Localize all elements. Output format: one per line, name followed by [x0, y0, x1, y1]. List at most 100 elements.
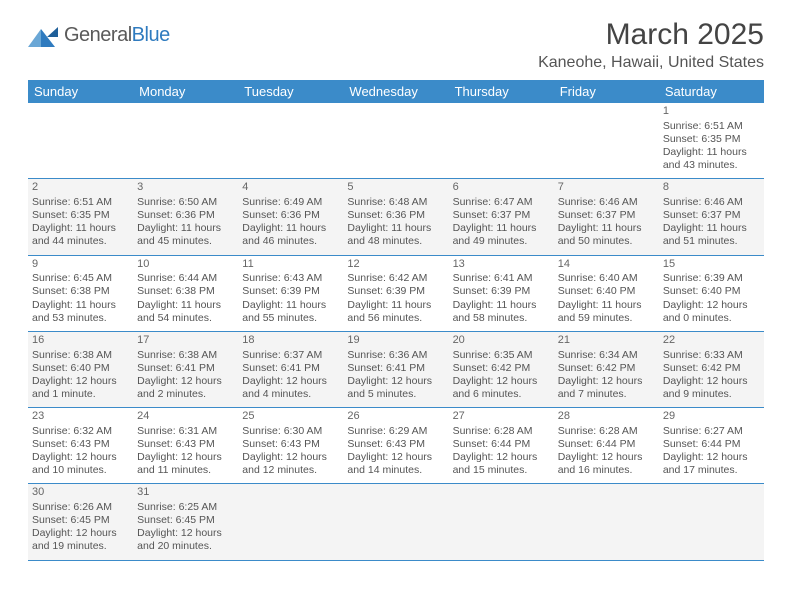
day-number: 26	[347, 410, 444, 424]
calendar-day-cell: 12Sunrise: 6:42 AMSunset: 6:39 PMDayligh…	[343, 255, 448, 331]
calendar-week-row: 2Sunrise: 6:51 AMSunset: 6:35 PMDaylight…	[28, 179, 764, 255]
calendar-day-cell: 19Sunrise: 6:36 AMSunset: 6:41 PMDayligh…	[343, 331, 448, 407]
sunrise-text: Sunrise: 6:29 AM	[347, 425, 444, 438]
day-number: 22	[663, 334, 760, 348]
location-subtitle: Kaneohe, Hawaii, United States	[538, 54, 764, 72]
day-number: 29	[663, 410, 760, 424]
calendar-day-cell: 16Sunrise: 6:38 AMSunset: 6:40 PMDayligh…	[28, 331, 133, 407]
daylight-text: Daylight: 12 hours and 10 minutes.	[32, 451, 129, 477]
day-number: 15	[663, 258, 760, 272]
daylight-text: Daylight: 11 hours and 43 minutes.	[663, 146, 760, 172]
day-number: 11	[242, 258, 339, 272]
sunset-text: Sunset: 6:40 PM	[558, 285, 655, 298]
sunset-text: Sunset: 6:44 PM	[558, 438, 655, 451]
title-block: March 2025 Kaneohe, Hawaii, United State…	[538, 18, 764, 72]
daylight-text: Daylight: 12 hours and 20 minutes.	[137, 527, 234, 553]
sunrise-text: Sunrise: 6:34 AM	[558, 349, 655, 362]
day-number: 19	[347, 334, 444, 348]
daylight-text: Daylight: 12 hours and 5 minutes.	[347, 375, 444, 401]
sunset-text: Sunset: 6:45 PM	[137, 514, 234, 527]
sunrise-text: Sunrise: 6:46 AM	[663, 196, 760, 209]
day-number: 20	[453, 334, 550, 348]
calendar-day-cell: 9Sunrise: 6:45 AMSunset: 6:38 PMDaylight…	[28, 255, 133, 331]
day-number: 30	[32, 486, 129, 500]
sunrise-text: Sunrise: 6:26 AM	[32, 501, 129, 514]
daylight-text: Daylight: 12 hours and 19 minutes.	[32, 527, 129, 553]
calendar-day-cell: 1Sunrise: 6:51 AMSunset: 6:35 PMDaylight…	[659, 103, 764, 179]
brand-logo: GeneralBlue	[28, 24, 170, 47]
calendar-day-cell: 11Sunrise: 6:43 AMSunset: 6:39 PMDayligh…	[238, 255, 343, 331]
sunset-text: Sunset: 6:39 PM	[347, 285, 444, 298]
calendar-day-cell: 4Sunrise: 6:49 AMSunset: 6:36 PMDaylight…	[238, 179, 343, 255]
sunset-text: Sunset: 6:40 PM	[663, 285, 760, 298]
weekday-header: Thursday	[449, 80, 554, 103]
sunset-text: Sunset: 6:37 PM	[663, 209, 760, 222]
day-number: 16	[32, 334, 129, 348]
daylight-text: Daylight: 12 hours and 11 minutes.	[137, 451, 234, 477]
sunrise-text: Sunrise: 6:27 AM	[663, 425, 760, 438]
sunset-text: Sunset: 6:43 PM	[137, 438, 234, 451]
calendar-day-cell: 13Sunrise: 6:41 AMSunset: 6:39 PMDayligh…	[449, 255, 554, 331]
daylight-text: Daylight: 12 hours and 4 minutes.	[242, 375, 339, 401]
calendar-day-cell: 14Sunrise: 6:40 AMSunset: 6:40 PMDayligh…	[554, 255, 659, 331]
sunrise-text: Sunrise: 6:38 AM	[137, 349, 234, 362]
day-number: 13	[453, 258, 550, 272]
sunrise-text: Sunrise: 6:39 AM	[663, 272, 760, 285]
calendar-day-cell	[133, 103, 238, 179]
sunrise-text: Sunrise: 6:46 AM	[558, 196, 655, 209]
sunset-text: Sunset: 6:35 PM	[32, 209, 129, 222]
sunrise-text: Sunrise: 6:33 AM	[663, 349, 760, 362]
calendar-day-cell: 8Sunrise: 6:46 AMSunset: 6:37 PMDaylight…	[659, 179, 764, 255]
sunrise-text: Sunrise: 6:36 AM	[347, 349, 444, 362]
calendar-day-cell	[449, 484, 554, 560]
sunrise-text: Sunrise: 6:28 AM	[453, 425, 550, 438]
daylight-text: Daylight: 12 hours and 16 minutes.	[558, 451, 655, 477]
daylight-text: Daylight: 11 hours and 55 minutes.	[242, 299, 339, 325]
day-number: 17	[137, 334, 234, 348]
calendar-day-cell: 15Sunrise: 6:39 AMSunset: 6:40 PMDayligh…	[659, 255, 764, 331]
daylight-text: Daylight: 12 hours and 1 minute.	[32, 375, 129, 401]
calendar-week-row: 30Sunrise: 6:26 AMSunset: 6:45 PMDayligh…	[28, 484, 764, 560]
logo-text-general: General	[64, 24, 132, 46]
calendar-day-cell: 18Sunrise: 6:37 AMSunset: 6:41 PMDayligh…	[238, 331, 343, 407]
sunset-text: Sunset: 6:37 PM	[558, 209, 655, 222]
sunrise-text: Sunrise: 6:35 AM	[453, 349, 550, 362]
day-number: 1	[663, 105, 760, 119]
calendar-day-cell: 29Sunrise: 6:27 AMSunset: 6:44 PMDayligh…	[659, 408, 764, 484]
daylight-text: Daylight: 12 hours and 17 minutes.	[663, 451, 760, 477]
calendar-day-cell	[28, 103, 133, 179]
calendar-day-cell: 7Sunrise: 6:46 AMSunset: 6:37 PMDaylight…	[554, 179, 659, 255]
daylight-text: Daylight: 12 hours and 6 minutes.	[453, 375, 550, 401]
daylight-text: Daylight: 12 hours and 15 minutes.	[453, 451, 550, 477]
day-number: 12	[347, 258, 444, 272]
daylight-text: Daylight: 11 hours and 54 minutes.	[137, 299, 234, 325]
day-number: 28	[558, 410, 655, 424]
sunrise-text: Sunrise: 6:31 AM	[137, 425, 234, 438]
calendar-day-cell: 31Sunrise: 6:25 AMSunset: 6:45 PMDayligh…	[133, 484, 238, 560]
sunset-text: Sunset: 6:36 PM	[137, 209, 234, 222]
day-number: 6	[453, 181, 550, 195]
day-number: 5	[347, 181, 444, 195]
sunrise-text: Sunrise: 6:32 AM	[32, 425, 129, 438]
calendar-day-cell	[554, 484, 659, 560]
weekday-header: Saturday	[659, 80, 764, 103]
sunset-text: Sunset: 6:44 PM	[663, 438, 760, 451]
calendar-day-cell: 17Sunrise: 6:38 AMSunset: 6:41 PMDayligh…	[133, 331, 238, 407]
day-number: 8	[663, 181, 760, 195]
daylight-text: Daylight: 12 hours and 7 minutes.	[558, 375, 655, 401]
daylight-text: Daylight: 12 hours and 2 minutes.	[137, 375, 234, 401]
month-title: March 2025	[538, 18, 764, 52]
weekday-header: Wednesday	[343, 80, 448, 103]
sunset-text: Sunset: 6:40 PM	[32, 362, 129, 375]
daylight-text: Daylight: 12 hours and 9 minutes.	[663, 375, 760, 401]
sunrise-text: Sunrise: 6:45 AM	[32, 272, 129, 285]
daylight-text: Daylight: 12 hours and 14 minutes.	[347, 451, 444, 477]
sunrise-text: Sunrise: 6:51 AM	[32, 196, 129, 209]
sunrise-text: Sunrise: 6:49 AM	[242, 196, 339, 209]
sunset-text: Sunset: 6:38 PM	[137, 285, 234, 298]
calendar-day-cell: 20Sunrise: 6:35 AMSunset: 6:42 PMDayligh…	[449, 331, 554, 407]
calendar-day-cell	[238, 103, 343, 179]
day-number: 31	[137, 486, 234, 500]
sunrise-text: Sunrise: 6:42 AM	[347, 272, 444, 285]
calendar-day-cell	[449, 103, 554, 179]
